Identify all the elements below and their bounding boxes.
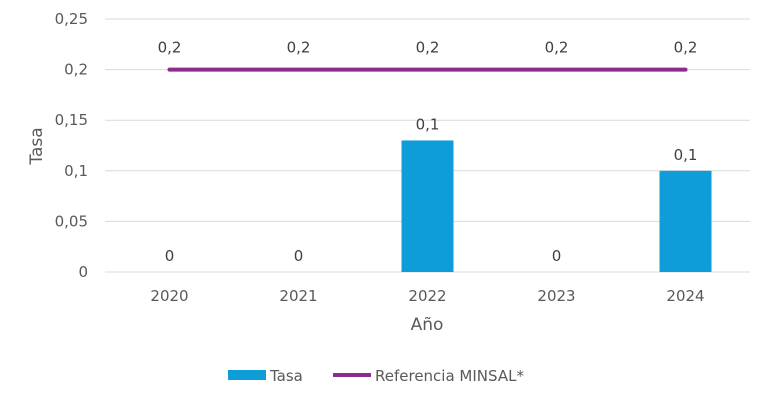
y-tick-label: 0,25 [55, 10, 88, 28]
bar [659, 170, 712, 272]
line-data-label: 0,2 [416, 39, 440, 57]
bar [401, 140, 454, 272]
y-tick-label: 0,05 [55, 212, 88, 230]
legend: Tasa Referencia MINSAL* [228, 367, 524, 385]
bar-data-label: 0 [294, 247, 304, 265]
x-tick-label: 2021 [279, 287, 317, 305]
y-tick-label: 0,2 [64, 61, 88, 79]
y-axis-ticks: 0 0,05 0,1 0,15 0,2 0,25 [55, 10, 88, 281]
bar-data-label: 0,1 [416, 115, 440, 133]
x-tick-label: 2023 [537, 287, 575, 305]
line-data-label: 0,2 [674, 39, 698, 57]
line-data-label: 0,2 [287, 39, 311, 57]
x-tick-label: 2020 [150, 287, 188, 305]
y-tick-label: 0 [78, 263, 88, 281]
legend-label-referencia: Referencia MINSAL* [375, 367, 524, 385]
bar-series [401, 140, 712, 272]
legend-label-tasa: Tasa [269, 367, 303, 385]
line-data-label: 0,2 [158, 39, 182, 57]
bar-data-label: 0 [165, 247, 175, 265]
x-axis-ticks: 2020 2021 2022 2023 2024 [150, 287, 704, 305]
x-tick-label: 2022 [408, 287, 446, 305]
legend-swatch-tasa [228, 370, 266, 380]
bar-data-label: 0,1 [674, 146, 698, 164]
x-tick-label: 2024 [666, 287, 704, 305]
y-tick-label: 0,1 [64, 162, 88, 180]
data-labels: 0 0 0,1 0 0,1 0,2 0,2 0,2 0,2 0,2 [158, 39, 698, 265]
bar-data-label: 0 [552, 247, 562, 265]
line-data-label: 0,2 [545, 39, 569, 57]
y-tick-label: 0,15 [55, 111, 88, 129]
y-axis-title: Tasa [27, 127, 47, 165]
x-axis-title: Año [411, 315, 444, 335]
